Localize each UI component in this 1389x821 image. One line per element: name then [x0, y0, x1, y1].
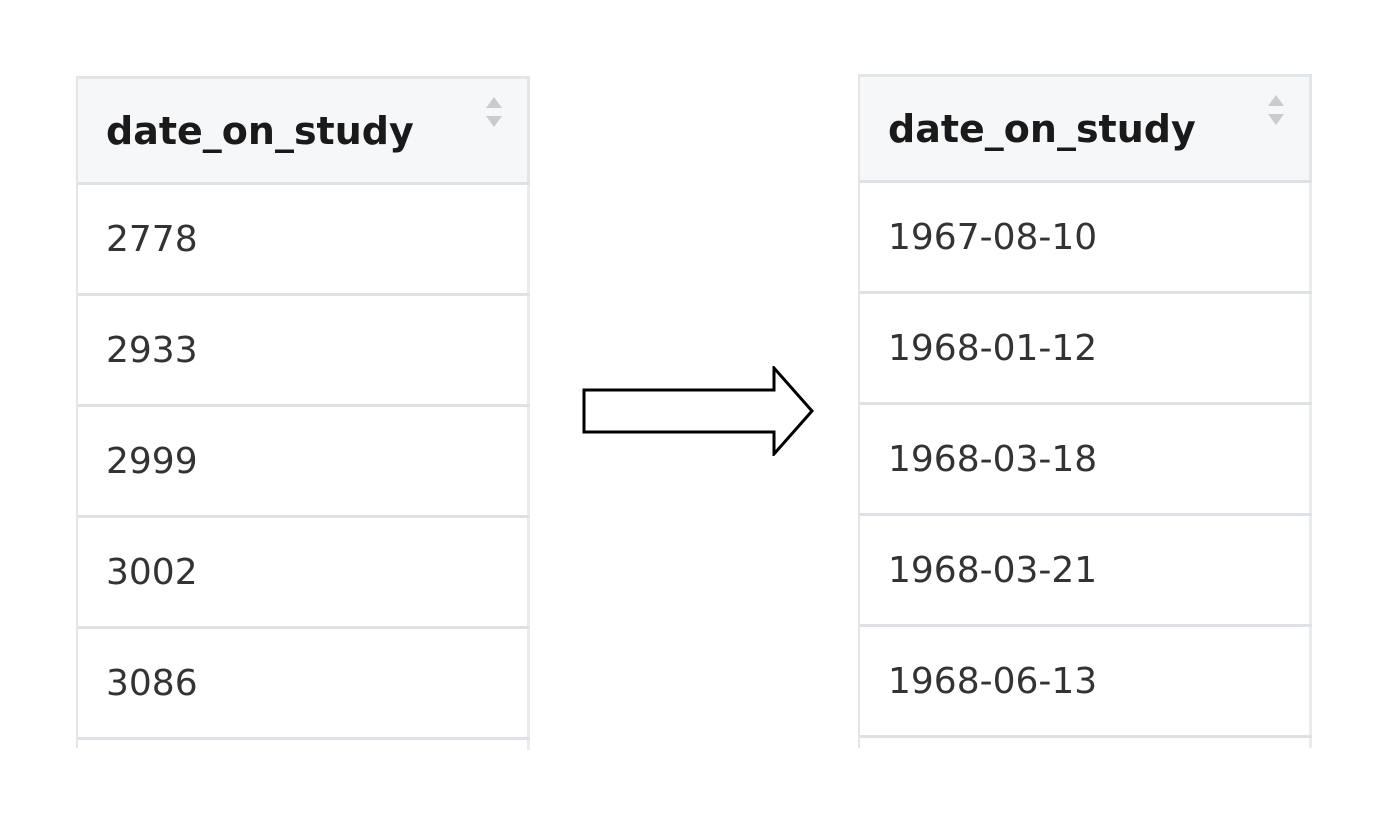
- after-table: date_on_study 1967-08-10 1968-01-12 1968…: [860, 74, 1312, 738]
- table-cell: 1967-08-10: [860, 181, 1312, 294]
- before-table-panel: date_on_study 2778 2933 2999 3002 3086: [76, 76, 536, 750]
- table-row[interactable]: 2999: [78, 405, 530, 518]
- header-row: date_on_study: [860, 74, 1312, 183]
- table-continuation: [860, 738, 1312, 748]
- table-cell: 1968-03-18: [860, 403, 1312, 516]
- table-row[interactable]: 3086: [78, 627, 530, 740]
- table-row[interactable]: 1968-01-12: [860, 292, 1312, 405]
- after-table-panel: date_on_study 1967-08-10 1968-01-12 1968…: [858, 74, 1314, 748]
- table-cell: 2999: [78, 405, 530, 518]
- table-cell: 3002: [78, 516, 530, 629]
- before-table: date_on_study 2778 2933 2999 3002 3086: [78, 76, 530, 740]
- sort-updown-icon[interactable]: [485, 95, 503, 129]
- table-cell: 1968-01-12: [860, 292, 1312, 405]
- header-row: date_on_study: [78, 76, 530, 185]
- sort-updown-icon[interactable]: [1267, 93, 1285, 127]
- table-row[interactable]: 1968-03-18: [860, 403, 1312, 516]
- table-row[interactable]: 2778: [78, 183, 530, 296]
- table-cell: 2933: [78, 294, 530, 407]
- table-cell: 3086: [78, 627, 530, 740]
- table-row[interactable]: 1967-08-10: [860, 181, 1312, 294]
- table-continuation: [78, 740, 530, 750]
- table-cell: 1968-03-21: [860, 514, 1312, 627]
- column-header-label: date_on_study: [888, 106, 1196, 151]
- table-row[interactable]: 1968-06-13: [860, 625, 1312, 738]
- table-row[interactable]: 3002: [78, 516, 530, 629]
- table-row[interactable]: 1968-03-21: [860, 514, 1312, 627]
- right-arrow-icon: [582, 366, 814, 456]
- table-cell: 1968-06-13: [860, 625, 1312, 738]
- table-cell: 2778: [78, 183, 530, 296]
- column-header-date-on-study[interactable]: date_on_study: [860, 74, 1312, 183]
- column-header-label: date_on_study: [106, 108, 414, 153]
- table-row[interactable]: 2933: [78, 294, 530, 407]
- column-header-date-on-study[interactable]: date_on_study: [78, 76, 530, 185]
